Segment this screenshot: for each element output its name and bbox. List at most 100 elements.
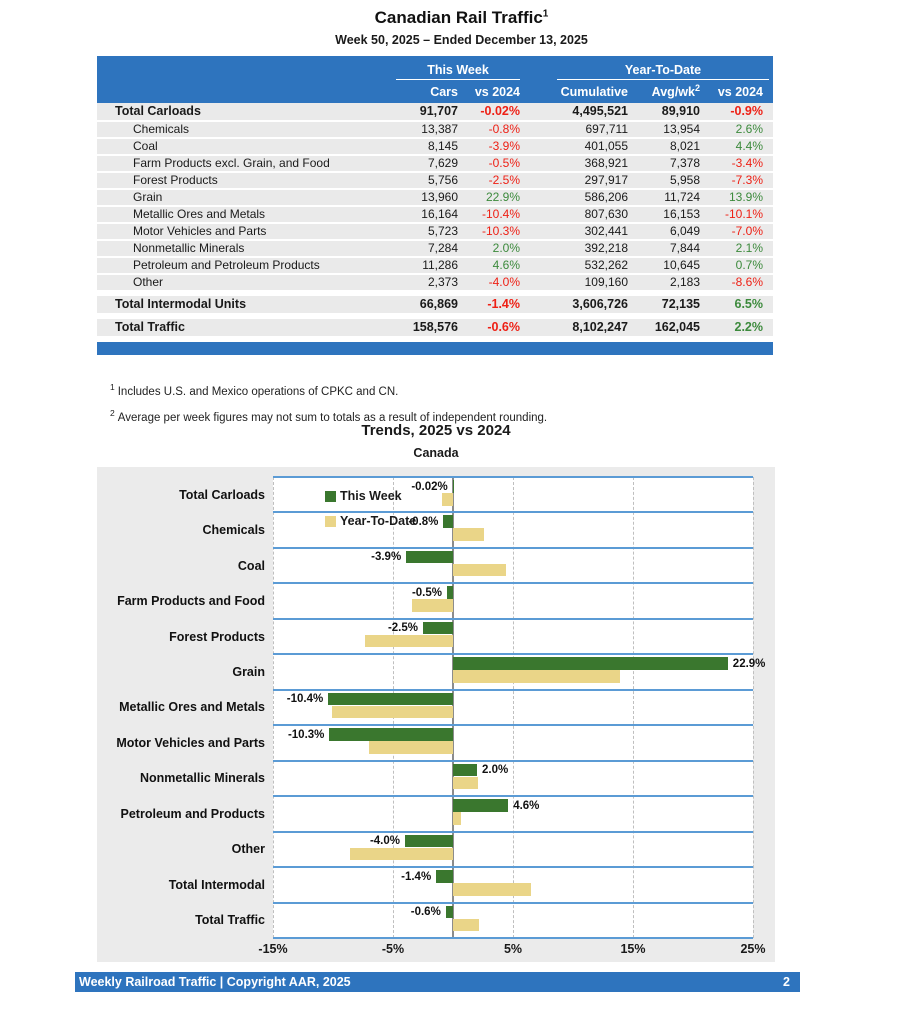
bar-year-to-date <box>453 883 531 896</box>
ytd-vs2024-value: 2.1% <box>735 241 763 255</box>
chart-category-label: Total Traffic <box>195 913 265 928</box>
cumulative-value: 8,102,247 <box>572 320 628 334</box>
ytd-vs2024-value: 4.4% <box>735 139 763 153</box>
band-separator-line <box>273 582 753 584</box>
bar-year-to-date <box>453 670 620 683</box>
band-separator-line <box>273 795 753 797</box>
cars-value: 66,869 <box>419 297 458 311</box>
bar-value-label: -2.5% <box>387 622 418 635</box>
chart-category-label: Chemicals <box>202 523 265 538</box>
cars-value: 13,960 <box>421 190 458 204</box>
footnote-2: 2 Average per week figures may not sum to… <box>110 407 548 424</box>
avg-per-week-value: 11,724 <box>664 190 700 204</box>
cumulative-value: 807,630 <box>584 207 628 221</box>
row-label: Forest Products <box>133 173 218 187</box>
cumulative-value: 532,262 <box>584 258 628 272</box>
bar-value-label: -0.5% <box>411 586 442 599</box>
band-separator-line <box>273 476 753 478</box>
bar-value-label: -0.02% <box>411 480 448 493</box>
cars-value: 5,756 <box>427 173 458 187</box>
gridline <box>753 477 754 938</box>
row-label: Grain <box>133 190 163 204</box>
week-vs2024-value: -10.4% <box>481 207 520 221</box>
week-vs2024-value: 22.9% <box>485 190 520 204</box>
band-separator-line <box>273 902 753 904</box>
x-axis-tick-label: 15% <box>620 942 646 956</box>
gridline <box>513 477 514 938</box>
week-vs2024-value: -0.6% <box>487 320 520 334</box>
cars-value: 16,164 <box>421 207 458 221</box>
chart-title: Trends, 2025 vs 2024 <box>361 422 511 439</box>
cars-value: 11,286 <box>422 258 458 272</box>
chart-category-label: Motor Vehicles and Parts <box>116 735 265 750</box>
week-vs2024-value: -10.3% <box>481 224 520 238</box>
bar-value-label: -3.9% <box>371 551 402 564</box>
bar-this-week <box>423 621 453 635</box>
band-separator-line <box>273 618 753 620</box>
band-separator-line <box>273 547 753 549</box>
cars-value: 91,707 <box>419 104 458 118</box>
group-header-year-to-date: Year-To-Date <box>520 63 773 80</box>
cars-value: 7,284 <box>427 241 458 255</box>
ytd-vs2024-value: -3.4% <box>731 156 763 170</box>
avg-per-week-value: 6,049 <box>669 224 700 238</box>
bar-value-label: -10.3% <box>287 728 325 741</box>
x-axis-tick-label: -15% <box>258 942 288 956</box>
cars-value: 5,723 <box>427 224 458 238</box>
table-row: Coal 8,145 -3.9% 401,055 8,021 4.4% <box>97 139 773 156</box>
bar-value-label: 22.9% <box>732 657 766 670</box>
bar-year-to-date <box>331 705 453 719</box>
bar-this-week <box>406 550 453 564</box>
chart-category-label: Other <box>231 842 265 857</box>
bar-year-to-date <box>453 812 462 825</box>
row-label: Nonmetallic Minerals <box>133 241 245 255</box>
cars-value: 8,145 <box>427 139 458 153</box>
chart-category-label: Total Carloads <box>179 487 265 502</box>
footer-text: Weekly Railroad Traffic | Copyright AAR,… <box>79 975 351 989</box>
cumulative-value: 3,606,726 <box>572 297 628 311</box>
ytd-vs2024-value: -7.3% <box>731 173 763 187</box>
week-vs2024-value: 4.6% <box>492 258 520 272</box>
table-row: Nonmetallic Minerals 7,284 2.0% 392,218 7,84… <box>97 241 773 258</box>
chart-category-label: Total Intermodal <box>168 877 265 892</box>
ytd-vs2024-value: -10.1% <box>724 207 763 221</box>
table-row: Chemicals 13,387 -0.8% 697,711 13,954 2.6% <box>97 122 773 139</box>
footnotes: 1 Includes U.S. and Mexico operations of … <box>110 379 547 431</box>
page-footer: Weekly Railroad Traffic | Copyright AAR,… <box>75 972 800 992</box>
table-bottom-bar <box>97 342 773 355</box>
table-row: Total Carloads 91,707 -0.02% 4,495,521 89,91… <box>97 103 773 122</box>
cumulative-value: 401,055 <box>584 139 628 153</box>
row-label: Total Intermodal Units <box>115 297 247 311</box>
trends-chart: Total Carloads Chemicals Coal Farm Products… <box>97 467 775 962</box>
chart-category-label: Farm Products and Food <box>117 594 265 609</box>
bar-year-to-date <box>442 493 453 506</box>
row-label: Chemicals <box>133 122 190 136</box>
bar-this-week <box>443 515 453 528</box>
chart-legend: This Week Year-To-Date <box>325 487 416 537</box>
band-separator-line <box>273 653 753 655</box>
ytd-vs2024-value: 2.6% <box>735 122 763 136</box>
row-label: Other <box>133 275 164 289</box>
table-row: Motor Vehicles and Parts 5,723 -10.3% 302,4… <box>97 224 773 241</box>
cumulative-value: 368,921 <box>584 156 628 170</box>
chart-category-label: Forest Products <box>169 629 265 644</box>
bar-this-week <box>329 728 453 741</box>
bar-value-label: -10.4% <box>286 693 324 706</box>
x-axis-tick-label: -5% <box>381 942 405 956</box>
cumulative-value: 586,206 <box>584 190 628 204</box>
cumulative-value: 392,218 <box>584 241 628 255</box>
bar-this-week <box>328 692 453 706</box>
avg-per-week-value: 7,378 <box>669 156 700 170</box>
chart-subtitle: Canada <box>413 446 459 460</box>
legend-item-ytd: Year-To-Date <box>325 512 416 530</box>
chart-category-label: Grain <box>232 665 265 680</box>
cars-value: 7,629 <box>427 156 458 170</box>
table-group-header-row: This Week Year-To-Date <box>97 56 773 80</box>
traffic-table: This Week Year-To-Date Cars vs 2024 Cumu… <box>97 56 773 355</box>
ytd-vs2024-value: 2.2% <box>734 320 764 334</box>
band-separator-line <box>273 511 753 513</box>
group-header-this-week: This Week <box>340 63 520 80</box>
x-axis-tick-label: 5% <box>503 942 523 956</box>
bar-this-week <box>405 834 453 848</box>
